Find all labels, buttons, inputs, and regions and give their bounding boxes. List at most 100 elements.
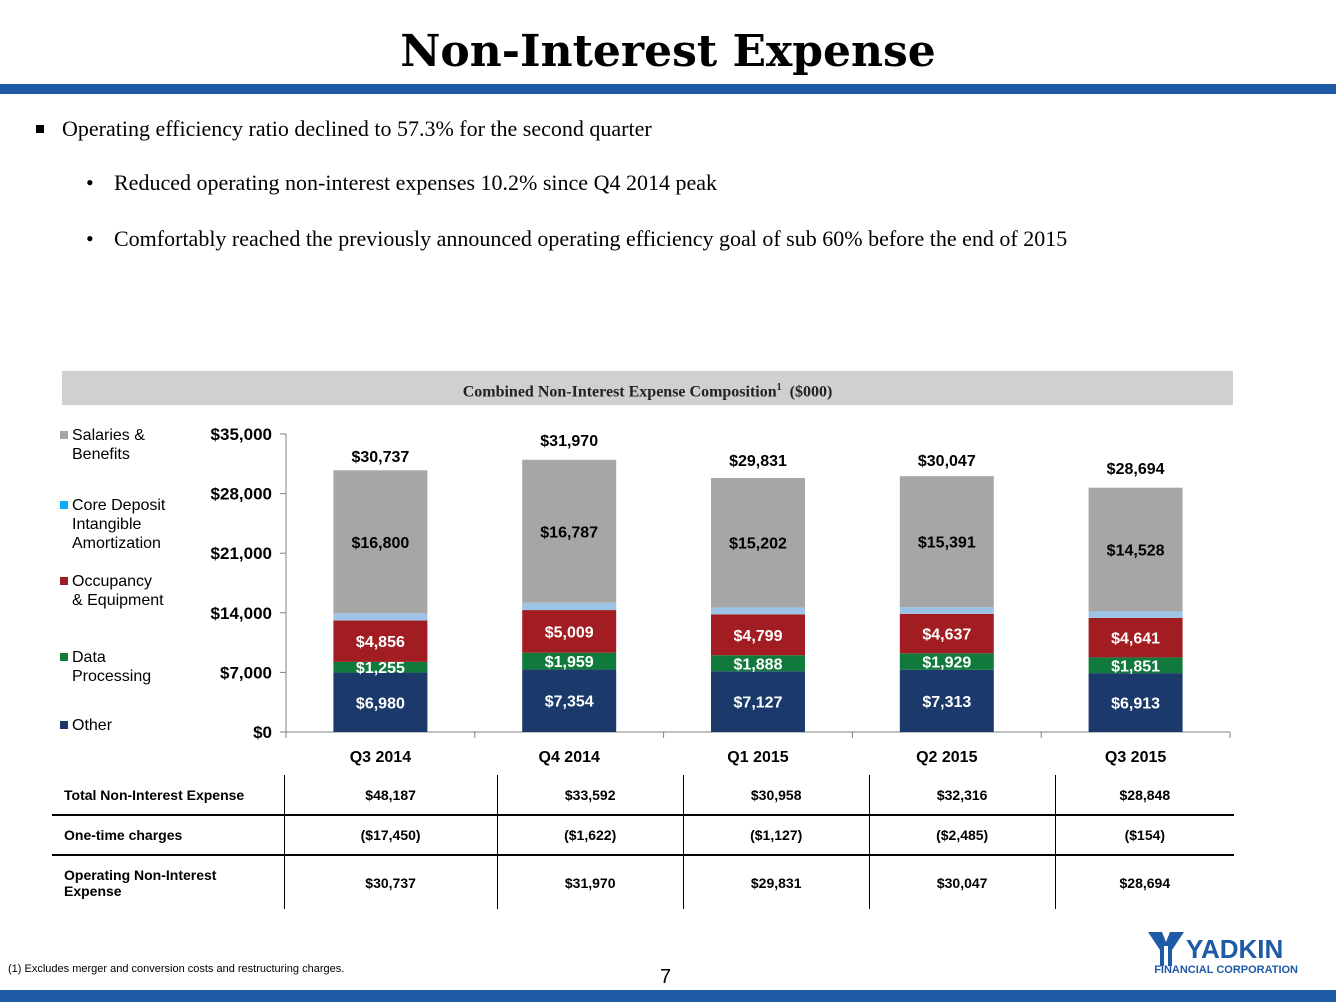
legend-item: Salaries & Benefits	[60, 426, 145, 464]
row-label: Operating Non-Interest Expense	[64, 866, 217, 899]
sub-bullet-item: • Reduced operating non-interest expenses…	[86, 170, 717, 196]
bar-segment	[711, 671, 805, 732]
legend-item: Data Processing	[60, 648, 151, 686]
table-cell: $28,848	[1054, 775, 1234, 816]
bar-segment	[899, 653, 994, 670]
legend-label: Data Processing	[72, 649, 152, 685]
legend-item: Other	[60, 716, 112, 735]
legend-swatch-icon	[60, 653, 68, 661]
bullet-item: Operating efficiency ratio declined to 5…	[36, 116, 652, 142]
table-cell: $29,831	[682, 855, 870, 909]
x-tick-label: Q3 2015	[1105, 749, 1166, 766]
data-label: $1,959	[545, 654, 594, 671]
bar-segment	[1088, 611, 1183, 618]
bullet-text: Reduced operating non-interest expenses …	[114, 170, 717, 195]
bar-segment	[711, 607, 805, 615]
table-cell: ($1,622)	[496, 815, 684, 856]
data-label: $5,009	[545, 624, 594, 641]
y-tick-label: $7,000	[220, 663, 272, 682]
data-label: $7,313	[922, 694, 971, 711]
legend-label: Other	[72, 717, 113, 734]
bar-segment	[522, 669, 617, 732]
bar-segment	[1088, 673, 1183, 732]
bar-segment	[711, 655, 805, 672]
x-tick-label: Q2 2015	[916, 749, 977, 766]
bar-segment	[333, 661, 428, 673]
table-cell: $48,187	[283, 775, 498, 816]
data-label: $15,202	[729, 536, 787, 553]
total-label: $29,831	[729, 453, 787, 470]
page-number: 7	[660, 966, 672, 988]
table-cell: $33,592	[496, 775, 684, 816]
table-cell: ($1,127)	[682, 815, 870, 856]
y-tick-label: $28,000	[211, 485, 272, 504]
bar-segment	[711, 478, 805, 608]
legend-swatch-icon	[60, 501, 68, 509]
chart-header-unit: ($000)	[789, 383, 833, 401]
company-logo: YADKIN FINANCIAL CORPORATION	[1148, 930, 1298, 976]
table-cell: $30,958	[682, 775, 870, 816]
chart-header-footnote-ref: 1	[776, 382, 782, 393]
table-row: One-time charges ($17,450) ($1,622) ($1,…	[52, 815, 1234, 856]
data-label: $6,913	[1111, 696, 1160, 713]
data-label: $16,800	[351, 535, 409, 552]
data-label: $7,354	[545, 694, 594, 711]
chart-header: Combined Non-Interest Expense Compositio…	[62, 371, 1233, 405]
data-label: $16,787	[540, 524, 598, 541]
legend-label: Occupancy & Equipment	[72, 573, 164, 609]
dot-bullet-icon: •	[86, 170, 94, 195]
data-label: $1,888	[734, 656, 783, 673]
bar-segment	[899, 607, 994, 614]
table-row: Operating Non-Interest Expense $30,737 $…	[52, 855, 1234, 909]
total-label: $28,694	[1107, 461, 1165, 478]
legend-item: Occupancy & Equipment	[60, 572, 164, 610]
logo-wordmark: YADKIN	[1186, 934, 1284, 964]
totals-table: Total Non-Interest Expense $48,187 $33,5…	[52, 775, 1234, 909]
data-label: $4,637	[922, 627, 971, 644]
row-label: One-time charges	[52, 815, 284, 856]
table-row: Total Non-Interest Expense $48,187 $33,5…	[52, 775, 1234, 816]
total-label: $31,970	[540, 433, 598, 450]
table-cell: $32,316	[868, 775, 1056, 816]
data-label: $6,980	[356, 695, 405, 712]
data-label: $4,641	[1111, 631, 1160, 648]
data-label: $1,255	[356, 660, 405, 677]
x-tick-label: Q1 2015	[727, 749, 788, 766]
total-label: $30,047	[918, 453, 976, 470]
bar-segment	[899, 613, 994, 654]
total-label: $30,737	[351, 449, 409, 466]
y-tick-label: $21,000	[211, 544, 272, 563]
y-tick-label: $14,000	[211, 604, 272, 623]
slide-title: Non-Interest Expense	[400, 26, 936, 77]
bar-segment	[333, 613, 428, 621]
table-cell: $31,970	[496, 855, 684, 909]
bar-segment	[1088, 657, 1183, 674]
table-cell: ($2,485)	[868, 815, 1056, 856]
bar-segment	[522, 652, 617, 670]
logo-mark-icon	[1148, 932, 1184, 966]
dot-bullet-icon: •	[86, 226, 94, 251]
legend-label: Salaries & Benefits	[72, 427, 145, 463]
table-cell: ($17,450)	[283, 815, 498, 856]
y-tick-label: $35,000	[211, 425, 272, 444]
table-cell: $30,047	[868, 855, 1056, 909]
table-cell: $30,737	[283, 855, 498, 909]
data-label: $4,799	[734, 628, 783, 645]
x-tick-label: Q3 2014	[350, 749, 411, 766]
table-cell: $28,694	[1054, 855, 1234, 909]
title-underline-bar	[0, 84, 1336, 94]
bullet-text: Comfortably reached the previously annou…	[114, 226, 1068, 251]
bar-segment	[333, 620, 428, 662]
bar-segment	[522, 459, 617, 603]
data-label: $15,391	[918, 535, 976, 552]
data-label: $1,929	[922, 655, 971, 672]
bar-segment	[333, 470, 428, 614]
data-label: $14,528	[1107, 543, 1165, 560]
bar-segment	[522, 610, 617, 653]
legend-item: Core Deposit Intangible Amortization	[60, 496, 165, 553]
data-label: $7,127	[734, 695, 783, 712]
bar-segment	[522, 602, 617, 611]
bar-segment	[899, 476, 994, 608]
bar-segment	[1088, 487, 1183, 612]
bar-segment	[899, 669, 994, 732]
